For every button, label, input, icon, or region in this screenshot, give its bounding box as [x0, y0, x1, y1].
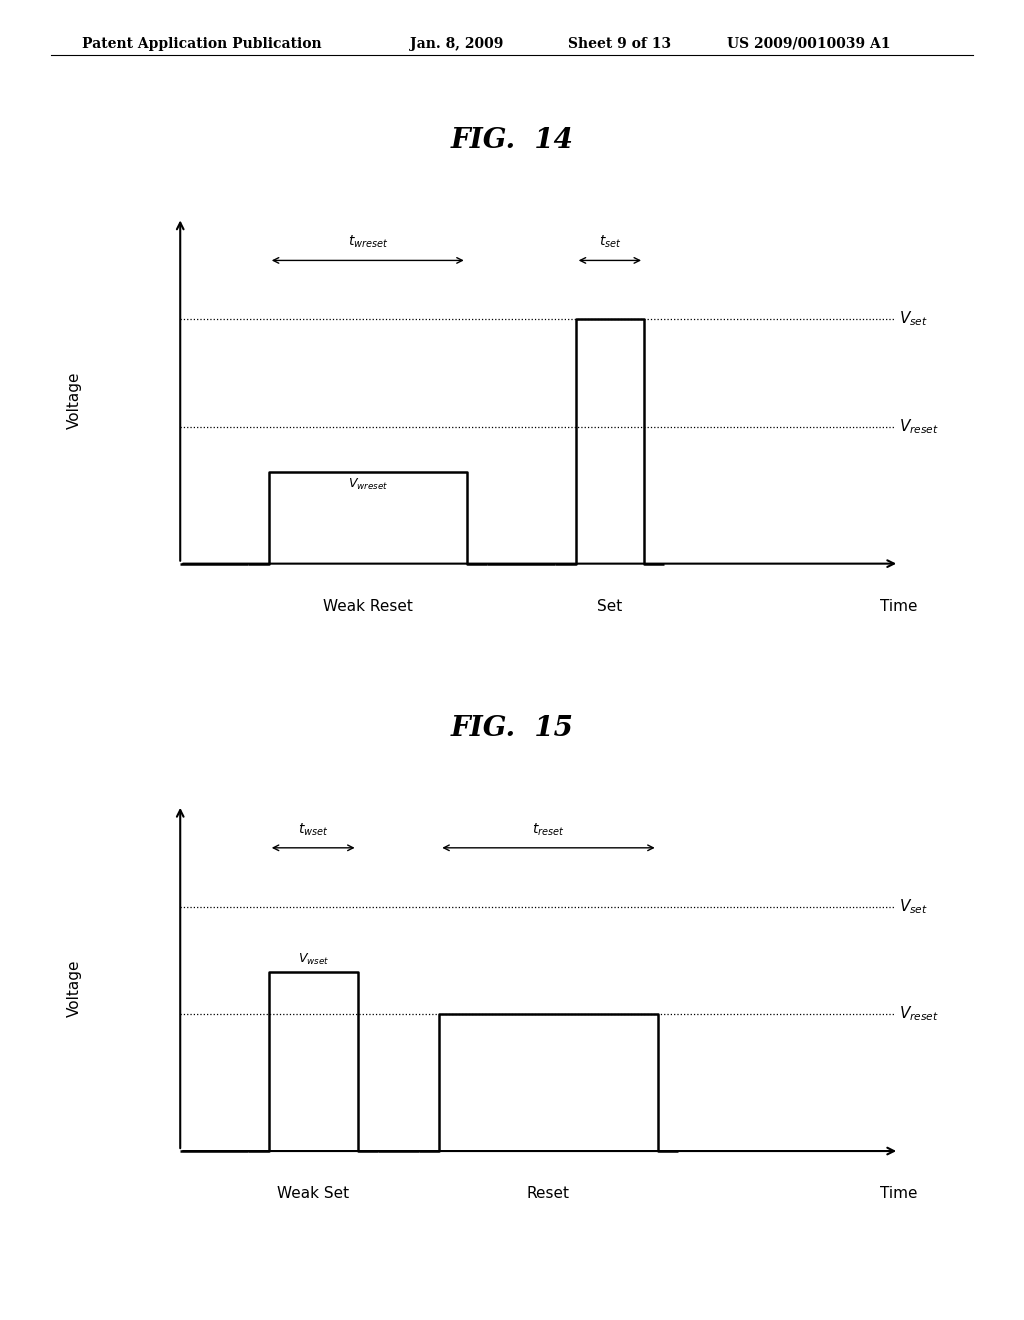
Text: Reset: Reset [527, 1187, 570, 1201]
Text: $V_{wset}$: $V_{wset}$ [298, 952, 329, 966]
Text: Patent Application Publication: Patent Application Publication [82, 37, 322, 51]
Text: Set: Set [597, 599, 623, 614]
Text: Weak Reset: Weak Reset [323, 599, 413, 614]
Text: Time: Time [881, 599, 918, 614]
Text: Time: Time [881, 1187, 918, 1201]
Text: Weak Set: Weak Set [278, 1187, 349, 1201]
Text: $t_{wset}$: $t_{wset}$ [298, 821, 329, 838]
Text: Voltage: Voltage [67, 372, 82, 429]
Text: $V_{wreset}$: $V_{wreset}$ [347, 478, 388, 492]
Text: $V_{reset}$: $V_{reset}$ [899, 1005, 939, 1023]
Text: Jan. 8, 2009: Jan. 8, 2009 [410, 37, 503, 51]
Text: $V_{reset}$: $V_{reset}$ [899, 417, 939, 436]
Text: $t_{wreset}$: $t_{wreset}$ [347, 234, 388, 251]
Text: US 2009/0010039 A1: US 2009/0010039 A1 [727, 37, 891, 51]
Text: Sheet 9 of 13: Sheet 9 of 13 [568, 37, 672, 51]
Text: FIG.  14: FIG. 14 [451, 127, 573, 154]
Text: $V_{set}$: $V_{set}$ [899, 898, 928, 916]
Text: Voltage: Voltage [67, 960, 82, 1016]
Text: $t_{set}$: $t_{set}$ [599, 234, 622, 251]
Text: FIG.  15: FIG. 15 [451, 714, 573, 742]
Text: $t_{reset}$: $t_{reset}$ [532, 821, 565, 838]
Text: $V_{set}$: $V_{set}$ [899, 310, 928, 329]
